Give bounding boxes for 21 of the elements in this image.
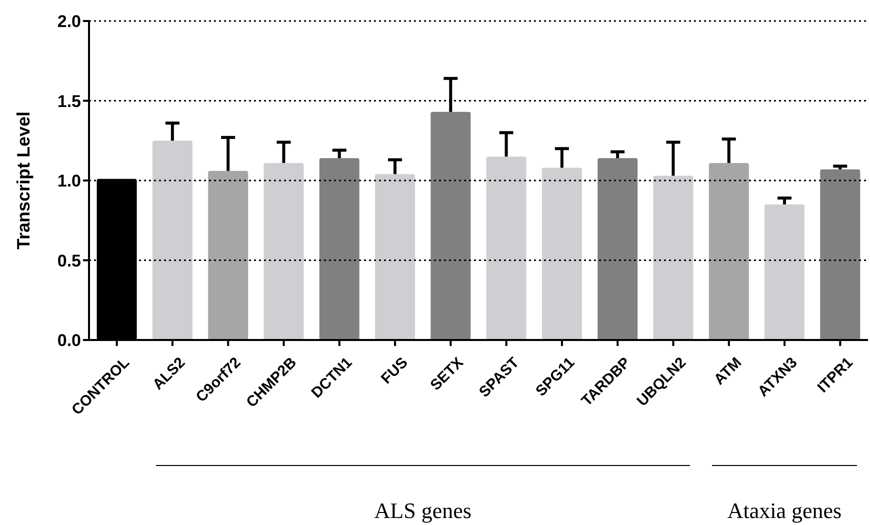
y-tick-label: 0.0 xyxy=(57,331,81,350)
y-tick-label: 2.0 xyxy=(57,12,81,32)
bar xyxy=(264,162,304,340)
y-tick-label: 1.0 xyxy=(57,172,81,191)
bar xyxy=(152,140,192,340)
bar xyxy=(375,174,416,340)
bar xyxy=(598,158,638,340)
bar xyxy=(542,168,582,340)
y-tick-label: 0.5 xyxy=(57,251,81,270)
bar xyxy=(653,176,694,340)
bar xyxy=(486,156,526,340)
bar xyxy=(764,204,805,340)
y-tick-label: 1.5 xyxy=(57,92,81,111)
y-axis-title: Transcript Level xyxy=(13,111,34,250)
bar xyxy=(319,158,360,340)
bar xyxy=(708,162,749,340)
text: Ataxia genes xyxy=(726,498,843,524)
bar xyxy=(820,169,860,340)
text: ALS genes xyxy=(373,498,472,524)
bar xyxy=(430,112,471,340)
bar xyxy=(208,170,248,340)
